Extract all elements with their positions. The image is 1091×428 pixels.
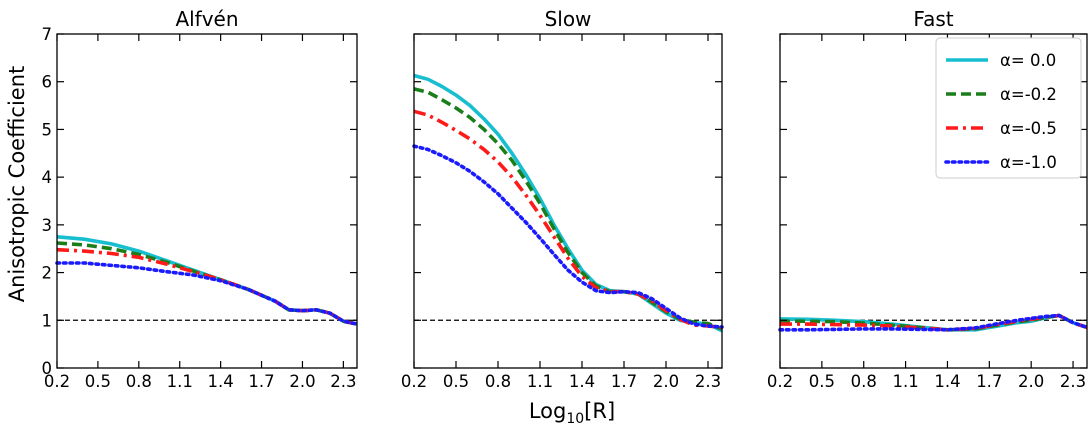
x-tick-label: 1.7 [611,372,637,391]
x-tick-label: 2.0 [289,372,315,391]
x-tick-label: 1.1 [167,372,193,391]
x-tick-label: 1.4 [569,372,595,391]
legend: α= 0.0 α=-0.2 α=-0.5 α=-1.0 [935,37,1082,179]
x-axis-label: Log10[R] [529,399,615,427]
series-line [56,247,358,326]
x-tick-label: 1.7 [248,372,274,391]
y-tick-label: 5 [42,120,53,139]
axes-frame [56,33,358,369]
x-tick-label: 0.8 [485,372,511,391]
legend-label: α=-0.5 [1000,119,1057,138]
series-line [413,87,723,331]
y-tick-label: 4 [42,168,53,187]
x-tick-label: 0.8 [851,372,877,391]
y-axis-label: Anisotropic Coefficient [5,66,29,303]
y-tick-label: 1 [42,311,53,330]
panel-title: Fast [913,7,953,31]
x-tick-label: 2.0 [653,372,679,391]
x-tick-label: 2.0 [1018,372,1044,391]
panel-fast: Fast 0.2 0.5 0.8 1.1 1.4 1.7 2.0 2.3 α= 0.0 α=-0.2… [767,7,1089,391]
y-tick-label: 0 [42,359,53,378]
x-tick-label: 1.1 [527,372,553,391]
x-tick-label: 1.7 [976,372,1002,391]
series-line [413,109,723,330]
x-tick-label: 0.5 [85,372,111,391]
x-tick-label: 2.3 [330,372,356,391]
y-tick-label: 7 [42,25,53,44]
x-tick-label: 2.3 [695,372,721,391]
series-line [56,241,358,326]
x-tick-label: 0.2 [44,372,70,391]
x-tick-label: 0.2 [767,372,793,391]
x-tick-label: 0.5 [809,372,835,391]
y-tick-label: 6 [42,73,53,92]
series-line [412,144,724,329]
x-tick-label: 2.3 [1060,372,1086,391]
x-tick-label: 0.5 [443,372,469,391]
panel-alfvn: Alfvén 0.2 0.5 0.8 1.1 1.4 1.7 2.0 2.3 0 1 2 3 4 5 6 7 [42,7,359,391]
y-tick-label: 3 [42,216,53,235]
legend-label: α=-1.0 [1000,153,1057,172]
x-tick-label: 1.4 [934,372,960,391]
panel-title: Slow [545,7,592,31]
series-line [413,73,723,333]
axes-frame [779,33,1088,369]
x-tick-label: 1.4 [208,372,234,391]
series-line [778,313,1089,332]
legend-label: α=-0.2 [1000,85,1057,104]
panel-slow: Slow 0.2 0.5 0.8 1.1 1.4 1.7 2.0 2.3 [401,7,724,391]
legend-label: α= 0.0 [1000,51,1056,70]
x-tick-label: 0.8 [126,372,152,391]
x-tick-label: 1.1 [892,372,918,391]
x-tick-label: 0.2 [401,372,427,391]
series-line [55,261,359,326]
legend-box [935,37,1082,179]
axes-frame [413,33,723,369]
panel-title: Alfvén [175,7,238,31]
y-tick-label: 2 [42,264,53,283]
